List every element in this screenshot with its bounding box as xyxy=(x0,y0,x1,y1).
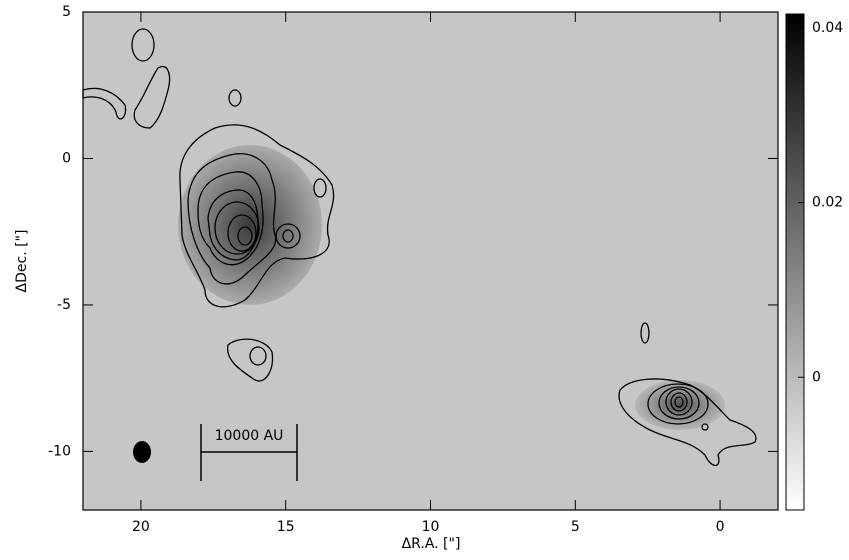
colorbar xyxy=(785,13,805,511)
colorbar-tick-label: 0.02 xyxy=(812,195,843,211)
x-tick-label: 0 xyxy=(716,519,725,535)
y-tick-label: -10 xyxy=(48,443,71,459)
y-tick-label: 0 xyxy=(62,150,71,166)
beam xyxy=(133,441,151,463)
y-tick-label: -5 xyxy=(57,297,71,313)
colorbar-tick-label: 0.04 xyxy=(812,20,843,36)
y-tick-label: 5 xyxy=(62,4,71,20)
scale-bar xyxy=(200,424,298,481)
contours xyxy=(82,28,757,467)
x-axis-label: ΔR.A. ["] xyxy=(402,536,461,552)
scale-bar-label: 10000 AU xyxy=(215,428,284,444)
x-tick-label: 20 xyxy=(132,519,150,535)
x-tick-label: 10 xyxy=(422,519,440,535)
y-axis-label: ΔDec. ["] xyxy=(14,230,30,293)
colorbar-tick-label: 0 xyxy=(812,369,821,385)
x-tick-label: 15 xyxy=(277,519,295,535)
x-tick-label: 5 xyxy=(571,519,580,535)
